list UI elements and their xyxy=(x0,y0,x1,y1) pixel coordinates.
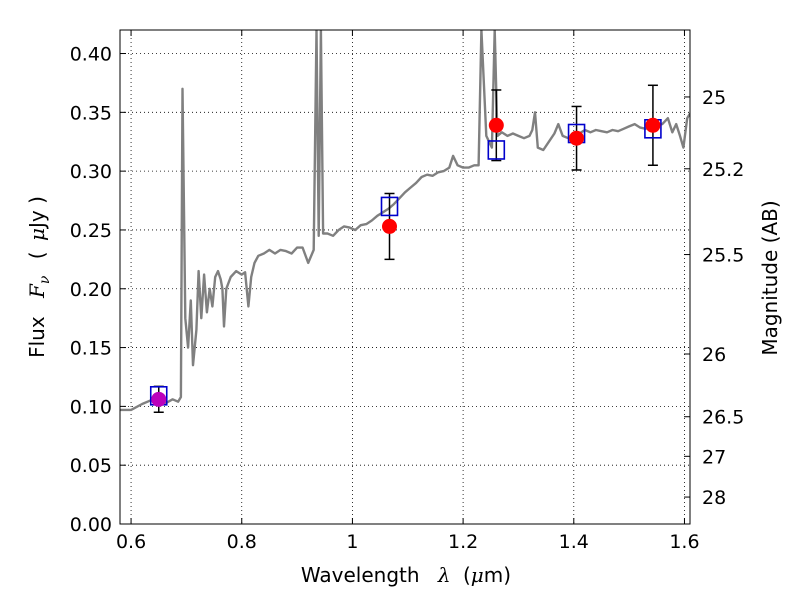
magnitude-tick-label: 28 xyxy=(702,487,726,509)
x-tick-label: 1.2 xyxy=(448,531,478,553)
magnitude-tick-label: 26 xyxy=(702,344,726,366)
x-axis-label-symbol: λ xyxy=(437,563,451,587)
y-tick-label: 0.10 xyxy=(70,396,112,418)
model-spectrum-line xyxy=(120,30,690,412)
magnitude-tick-label: 25.5 xyxy=(702,245,744,267)
y-axis-label-unit-mu: μ xyxy=(25,228,49,241)
model-photometry-square xyxy=(487,140,506,160)
observed-photometry-point xyxy=(645,117,661,133)
model-photometry-square xyxy=(380,196,399,217)
x-axis-label-unit-open: ( xyxy=(463,563,471,587)
x-tick-label: 1.6 xyxy=(669,531,699,553)
y-tick-label: 0.30 xyxy=(70,161,112,183)
y-axis-label: Flux Fν ( μJy ) xyxy=(25,196,54,358)
y-axis-right-label: Magnitude (AB) xyxy=(758,200,782,355)
observed-photometry-point xyxy=(569,130,585,146)
tick-marks xyxy=(120,30,690,525)
observed-photometry-point xyxy=(488,117,504,133)
y-tick-label: 0.20 xyxy=(70,279,112,301)
y-tick-label: 0.40 xyxy=(70,44,112,66)
y-axis-label-symbol: F xyxy=(25,283,49,299)
x-tick-label: 0.8 xyxy=(227,531,257,553)
y-tick-label: 0.00 xyxy=(70,514,112,536)
y-axis-label-prefix: Flux xyxy=(25,316,49,358)
magnitude-tick-label: 27 xyxy=(702,446,726,468)
magnitude-tick-label: 25.2 xyxy=(702,159,744,181)
magnitude-tick-label: 26.5 xyxy=(702,407,744,429)
magnitude-tick-label: 25 xyxy=(702,87,726,109)
y-tick-label: 0.05 xyxy=(70,455,112,477)
observed-photometry-point xyxy=(151,391,167,407)
y-axis-label-unit-open: ( xyxy=(25,251,49,259)
x-axis-label-unit: m) xyxy=(484,563,511,587)
plot-frame xyxy=(119,29,691,525)
x-axis-label-unit-mu: μ xyxy=(471,563,484,587)
y-tick-label: 0.15 xyxy=(70,338,112,360)
y-tick-label: 0.35 xyxy=(70,102,112,124)
x-tick-label: 1.4 xyxy=(559,531,589,553)
x-tick-label: 0.6 xyxy=(116,531,146,553)
tick-labels: 0.6 0.8 1 1.2 1.4 1.6 0.00 0.05 0.10 0.15 0.20 0.25… xyxy=(70,44,745,553)
observed-photometry-point xyxy=(382,218,398,234)
x-tick-label: 1 xyxy=(346,531,358,553)
y-tick-label: 0.25 xyxy=(70,220,112,242)
y-axis-label-subscript: ν xyxy=(37,275,53,284)
x-axis-label: Wavelength λ (μm) xyxy=(301,563,511,587)
y-axis-label-unit: Jy ) xyxy=(25,196,49,230)
plot-area xyxy=(120,30,690,414)
x-axis-label-prefix: Wavelength xyxy=(301,563,420,587)
